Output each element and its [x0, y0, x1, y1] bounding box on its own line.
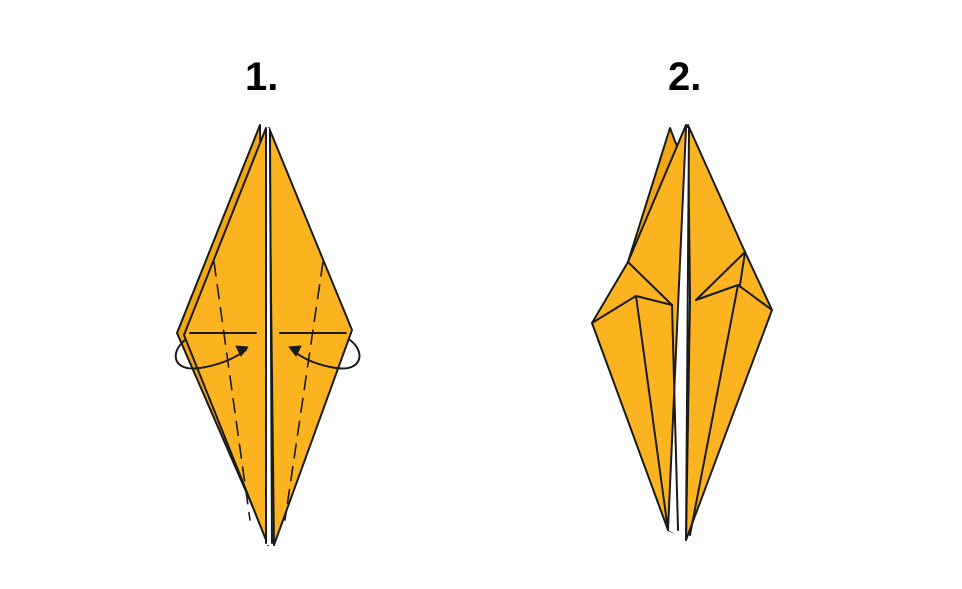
step-1-right-flap: [268, 127, 353, 546]
step-2-label: 2.: [668, 55, 702, 99]
step-1-center-line-right: [269, 129, 273, 544]
step-2-figure: [591, 124, 773, 541]
step-2-center-slit: [668, 128, 690, 540]
step-2-left-creases: [591, 261, 679, 531]
step-2-center-line-left: [667, 127, 687, 531]
step-2-right-creases: [689, 251, 773, 536]
step-1-right-arrowhead: [288, 345, 302, 357]
step-1-right-arrow: [291, 339, 361, 370]
step-1-left-flap: [183, 127, 269, 546]
step-1-figure: [174, 124, 361, 546]
step-1-left-arrowhead: [235, 345, 249, 357]
step-1-valley-fold-lines: [213, 261, 324, 521]
step-1-left-arrow: [174, 339, 247, 370]
step-1-label: 1.: [245, 55, 279, 99]
step-2-center-line-right: [685, 127, 690, 541]
